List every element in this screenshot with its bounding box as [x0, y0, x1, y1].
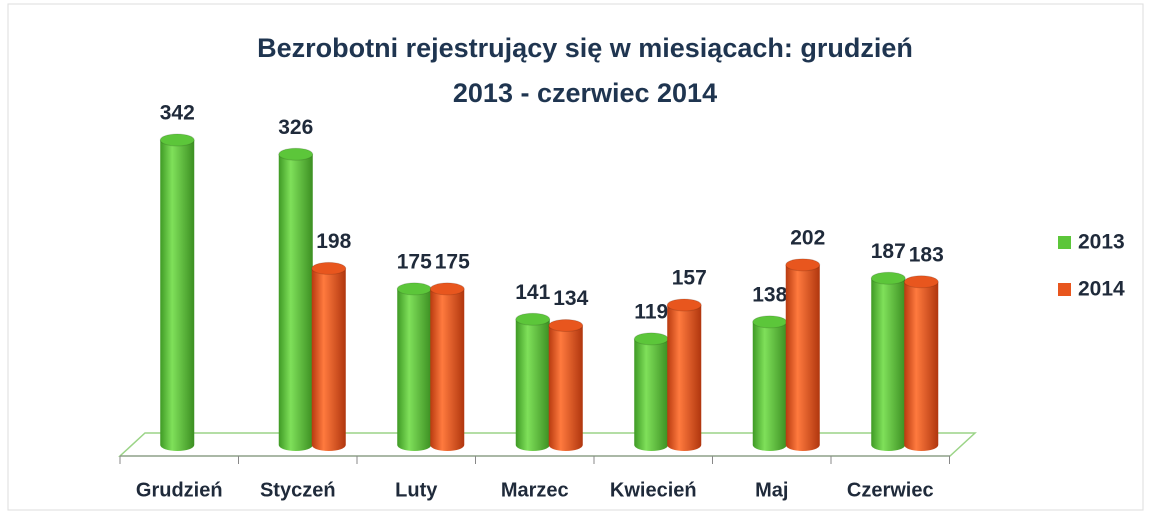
chart-border [7, 3, 1144, 511]
bar [904, 281, 939, 452]
bar [160, 140, 195, 452]
data-label: 183 [909, 243, 944, 266]
legend-label: 2014 [1078, 278, 1125, 301]
bar [871, 278, 906, 452]
bar-top [752, 315, 788, 329]
bar [515, 319, 550, 451]
bar-top [633, 332, 669, 346]
bar-top [311, 261, 347, 275]
x-tick-label: Luty [395, 479, 438, 501]
bar-top [396, 282, 432, 296]
chart-title: Bezrobotni rejestrujący się w miesiącach… [257, 33, 913, 108]
data-label: 198 [316, 230, 351, 253]
data-label: 342 [160, 102, 195, 125]
bar [278, 154, 313, 452]
x-tick-label: Grudzień [136, 479, 223, 501]
bar [430, 288, 465, 452]
bar-top [278, 147, 314, 161]
data-label: 175 [435, 250, 470, 273]
bar-top [548, 318, 584, 332]
data-label: 202 [790, 226, 825, 249]
legend-swatch [1058, 283, 1071, 296]
data-label: 157 [672, 267, 707, 290]
data-label: 138 [752, 283, 787, 306]
x-tick-label: Kwiecień [610, 479, 697, 501]
bar-top [666, 298, 702, 312]
bar [752, 321, 787, 452]
data-label: 141 [515, 281, 550, 304]
bar-top [515, 312, 551, 326]
x-tick-label: Maj [755, 479, 788, 501]
data-label: 326 [278, 116, 313, 139]
bar-top [429, 282, 465, 296]
legend-label: 2013 [1078, 231, 1125, 254]
bar [548, 325, 583, 452]
bar [785, 264, 820, 452]
bar-top [903, 275, 939, 289]
x-tick-label: Styczeń [260, 479, 336, 501]
bar [667, 304, 702, 452]
bar-top [785, 258, 821, 272]
legend-swatch [1058, 236, 1071, 249]
data-label: 134 [553, 287, 588, 310]
bar-top [870, 271, 906, 285]
data-label: 175 [397, 250, 432, 273]
x-tick-label: Czerwiec [847, 479, 934, 501]
bar-top [159, 133, 195, 147]
bar [311, 268, 346, 452]
data-label: 119 [634, 300, 668, 323]
bar [634, 338, 669, 452]
data-label: 187 [871, 240, 906, 263]
bar [397, 288, 432, 452]
x-tick-label: Marzec [501, 479, 569, 501]
